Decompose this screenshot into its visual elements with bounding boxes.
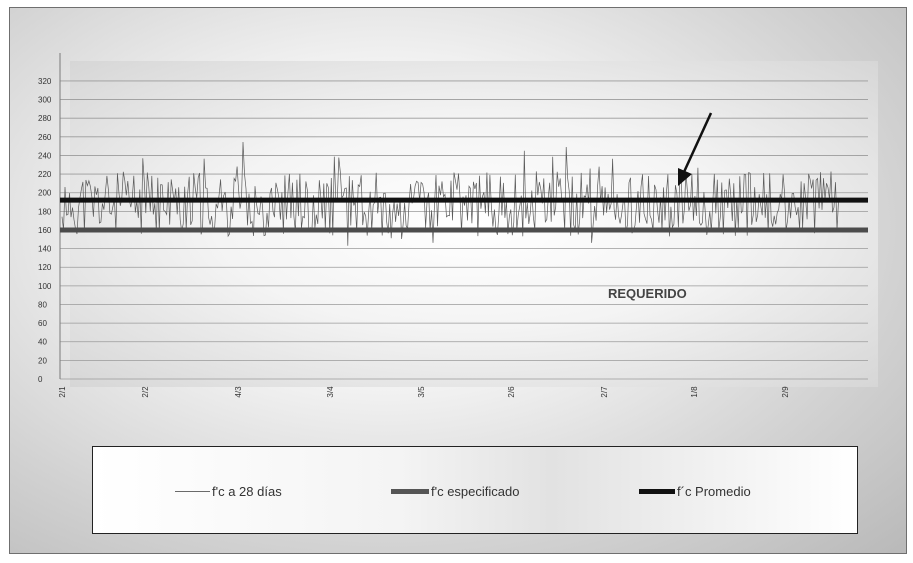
x-tick-label: 2/6 — [507, 386, 516, 398]
x-tick-label: 2/9 — [781, 386, 790, 398]
legend-label-specified: f'c especificado — [431, 484, 520, 499]
x-tick-label: 3/5 — [417, 386, 426, 398]
plot-area — [70, 61, 878, 387]
y-tick-label: 80 — [38, 300, 47, 309]
legend-item-measured: f'c a 28 días — [175, 484, 282, 499]
x-tick-label: 2/2 — [141, 386, 150, 398]
y-tick-label: 260 — [38, 133, 52, 142]
y-tick-label: 180 — [38, 207, 52, 216]
y-tick-label: 200 — [38, 189, 52, 198]
legend-swatch-specified — [391, 489, 429, 494]
y-tick-label: 320 — [38, 77, 52, 86]
y-tick-label: 20 — [38, 356, 47, 365]
y-tick-label: 280 — [38, 114, 52, 123]
legend-item-specified: f'c especificado — [391, 484, 519, 499]
y-tick-label: 160 — [38, 226, 52, 235]
y-tick-label: 240 — [38, 151, 52, 160]
x-tick-label: 2/1 — [58, 386, 67, 398]
y-tick-label: 100 — [38, 282, 52, 291]
y-tick-label: 120 — [38, 263, 52, 272]
legend-swatch-average — [639, 489, 675, 494]
x-tick-label: 1/8 — [690, 386, 699, 398]
y-tick-label: 60 — [38, 319, 47, 328]
x-tick-label: 2/7 — [600, 386, 609, 398]
y-tick-label: 40 — [38, 338, 47, 347]
legend-label-average: f´c Promedio — [677, 484, 751, 499]
legend-label-measured: f'c a 28 días — [212, 484, 282, 499]
annotation-arrow-line — [682, 112, 713, 173]
y-tick-label: 220 — [38, 170, 52, 179]
y-tick-label: 0 — [38, 375, 43, 384]
legend: f'c a 28 días f'c especificado f´c Prome… — [92, 446, 858, 534]
legend-item-average: f´c Promedio — [639, 484, 751, 499]
legend-swatch-measured — [175, 491, 210, 492]
y-tick-label: 300 — [38, 96, 52, 105]
annotation-requerido: REQUERIDO — [608, 286, 687, 301]
y-tick-label: 140 — [38, 245, 52, 254]
x-tick-label: 3/4 — [326, 386, 335, 398]
x-tick-label: 4/3 — [234, 386, 243, 398]
annotation-arrow-head — [678, 168, 692, 186]
